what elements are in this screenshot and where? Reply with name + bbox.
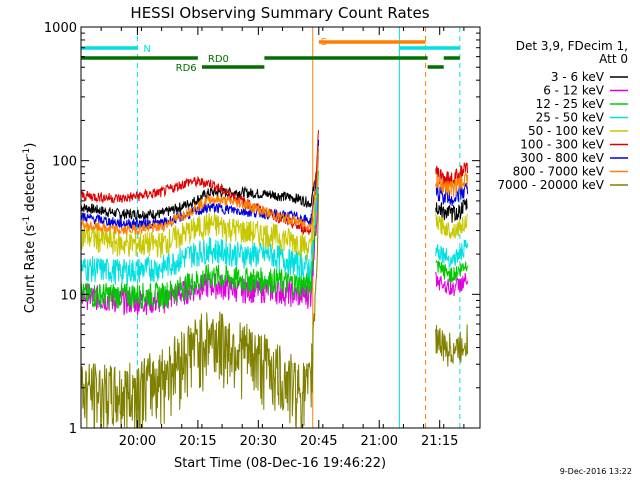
legend-header-line2: Att 0: [599, 52, 628, 66]
plot-frame: [80, 26, 481, 429]
legend-label-25-50-kev: 25 - 50 keV: [536, 111, 605, 125]
legend-label-12-25-kev: 12 - 25 keV: [536, 97, 605, 111]
x-tick-label: 21:15: [421, 434, 458, 449]
annotation-rd6: RD6: [176, 63, 197, 74]
series-line-25-50-kev: [80, 155, 319, 286]
series-line-800-7000-kev: [80, 145, 319, 236]
state-annotations: N S RD0 RD6: [143, 37, 327, 74]
legend-label-3-6-kev: 3 - 6 keV: [551, 70, 605, 84]
series-line-50-100-kev: [80, 155, 319, 261]
legend-label-800-7000-kev: 800 - 7000 keV: [513, 165, 605, 179]
y-axis-label: Count Rate (s-1 detector-1): [22, 143, 38, 314]
series-line-7000-20000-kev: [435, 324, 469, 367]
legend-label-7000-20000-kev: 7000 - 20000 keV: [497, 178, 604, 192]
series-line-100-300-kev: [435, 162, 469, 188]
y-label-sup1: -1: [22, 216, 32, 225]
series-line-800-7000-kev: [435, 170, 469, 197]
series-line-50-100-kev: [435, 213, 468, 240]
series-line-12-25-kev: [80, 170, 319, 310]
x-axis-ticks: 20:00 20:15 20:30 20:45 21:00 21:15: [80, 27, 465, 449]
legend-label-300-800-kev: 300 - 800 keV: [520, 151, 604, 165]
y-axis-ticks: 1 10 100 1000: [44, 21, 480, 437]
series-line-100-300-kev: [80, 130, 319, 235]
chart-title: HESSI Observing Summary Count Rates: [130, 4, 429, 22]
series-line-6-12-kev: [435, 271, 469, 297]
x-axis-label: Start Time (08-Dec-16 19:46:22): [174, 456, 386, 471]
series-line-25-50-kev: [435, 239, 469, 270]
series-line-300-800-kev: [435, 182, 469, 207]
y-tick-label: 100: [52, 155, 77, 170]
legend-label-50-100-kev: 50 - 100 keV: [528, 124, 605, 138]
y-label-part2: detector: [23, 156, 38, 216]
series-line-3-6-kev: [80, 143, 319, 221]
annotation-n: N: [143, 44, 150, 55]
legend-label-100-300-kev: 100 - 300 keV: [520, 138, 604, 152]
x-tick-label: 20:45: [300, 434, 337, 449]
y-tick-label: 10: [60, 288, 77, 303]
y-tick-label: 1000: [44, 21, 77, 36]
y-tick-label: 1: [69, 422, 77, 437]
y-label-part1: Count Rate (s: [23, 225, 38, 314]
annotation-s: S: [321, 37, 327, 48]
state-bars: [81, 40, 460, 69]
series-line-7000-20000-kev: [80, 193, 319, 429]
x-tick-label: 20:15: [179, 434, 216, 449]
x-tick-label: 20:00: [119, 434, 156, 449]
legend-label-6-12-kev: 6 - 12 keV: [543, 84, 605, 98]
series-line-12-25-kev: [435, 260, 469, 283]
series-line-3-6-kev: [435, 198, 468, 223]
series-line-6-12-kev: [80, 187, 319, 316]
y-label-part3: ): [23, 143, 38, 148]
series-lines: [80, 130, 469, 429]
annotation-rd0: RD0: [208, 54, 229, 65]
x-tick-label: 20:30: [240, 434, 277, 449]
x-tick-label: 21:00: [361, 434, 398, 449]
date-stamp: 9-Dec-2016 13:22: [560, 467, 632, 476]
y-label-sup2: -1: [22, 148, 32, 157]
legend-header-line1: Det 3,9, FDecim 1,: [516, 39, 628, 53]
